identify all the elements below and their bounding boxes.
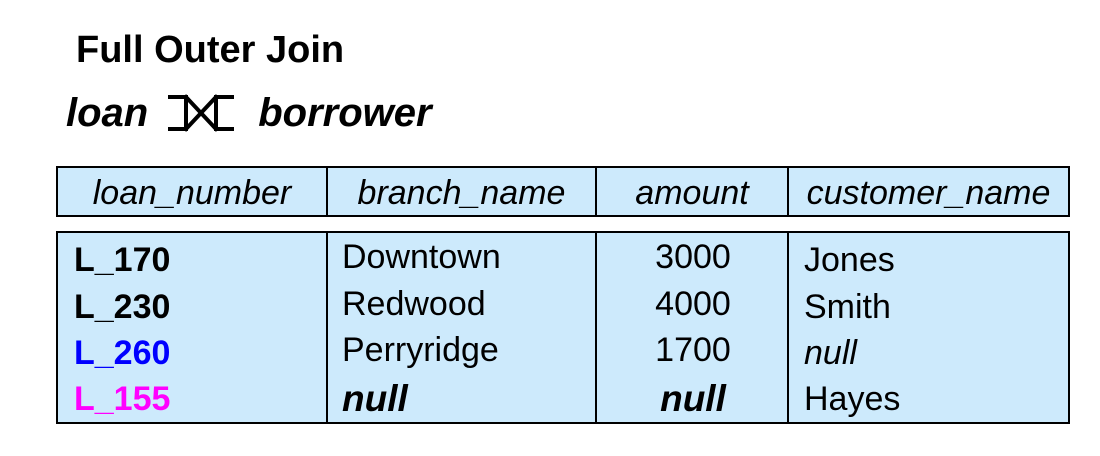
column-divider (326, 233, 328, 422)
cell-loan-number: L_155 (74, 380, 171, 418)
cell-customer-name: Jones (804, 241, 895, 279)
header-amount: amount (635, 174, 749, 212)
cell-loan-number: L_170 (74, 241, 171, 279)
column-divider (787, 168, 789, 215)
column-divider (595, 233, 597, 422)
cell-customer-name: Hayes (804, 380, 901, 418)
cell-loan-number: L_230 (74, 288, 171, 326)
cell-branch-name: Perryridge (342, 331, 499, 369)
left-relation: loan (66, 90, 149, 135)
column-divider (595, 168, 597, 215)
header-customer-name: customer_name (806, 174, 1051, 212)
full-outer-join-icon (166, 91, 236, 135)
cell-branch-name: Downtown (342, 238, 501, 276)
cell-amount-null: null (660, 378, 726, 419)
column-divider (787, 233, 789, 422)
right-relation: borrower (258, 90, 432, 135)
table-header: loan_number branch_name amount customer_… (56, 166, 1070, 217)
cell-amount: 4000 (655, 285, 731, 323)
header-loan-number: loan_number (92, 174, 292, 212)
cell-customer-name: Smith (804, 288, 891, 326)
cell-customer-name-null: null (804, 334, 857, 372)
table-body: L_170 Downtown 3000 Jones L_230 Redwood … (56, 231, 1070, 424)
cell-branch-name: Redwood (342, 285, 486, 323)
cell-branch-name-null: null (342, 378, 408, 419)
cell-loan-number: L_260 (74, 334, 171, 372)
header-branch-name: branch_name (357, 174, 566, 212)
column-divider (326, 168, 328, 215)
join-expression: loan borrower (66, 86, 432, 140)
page-title: Full Outer Join (76, 29, 345, 71)
cell-amount: 3000 (655, 238, 731, 276)
cell-amount: 1700 (655, 331, 731, 369)
